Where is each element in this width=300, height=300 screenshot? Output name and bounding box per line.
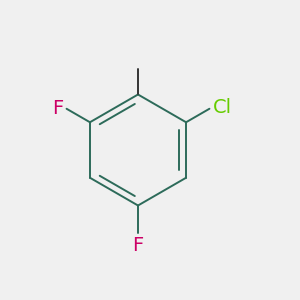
Text: Cl: Cl bbox=[212, 98, 232, 117]
Text: F: F bbox=[132, 236, 144, 255]
Text: F: F bbox=[52, 99, 63, 118]
